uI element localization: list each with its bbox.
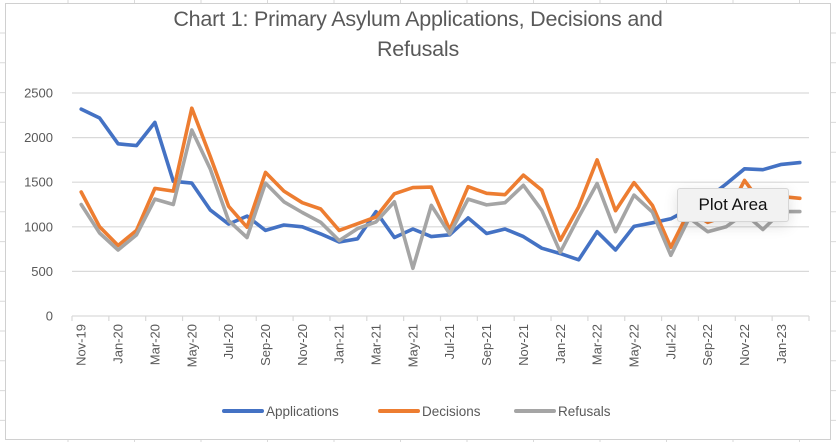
- legend-item-refusals[interactable]: Refusals: [514, 401, 611, 421]
- x-tick-label: Jan-22: [553, 324, 568, 364]
- x-axis: Nov-19 Jan-20 Mar-20 May-20 Jul-20 Sep-20 Nov-…: [71, 315, 810, 367]
- plot-area-tooltip: Plot Area: [677, 188, 789, 222]
- y-tick-label: 1500: [24, 175, 53, 190]
- legend-swatch-applications: [222, 409, 264, 413]
- x-tick-label: Mar-21: [369, 324, 384, 365]
- x-tick-label: May-20: [184, 324, 199, 367]
- y-axis: 0 500 1000 1500 2000 2500: [24, 86, 53, 324]
- x-tick-label: Sep-20: [258, 324, 273, 366]
- x-tick-label: Jul-20: [221, 324, 236, 359]
- y-tick-label: 1000: [24, 219, 53, 234]
- y-tick-label: 2000: [24, 130, 53, 145]
- legend-label-refusals: Refusals: [558, 403, 611, 419]
- legend-swatch-decisions: [378, 409, 420, 413]
- y-tick-label: 0: [46, 309, 53, 324]
- x-tick-label: Jan-23: [774, 324, 789, 364]
- x-tick-label: Jan-20: [111, 324, 126, 364]
- y-tick-label: 2500: [24, 86, 53, 101]
- x-tick-label: Nov-21: [516, 324, 531, 366]
- x-tick-label: Jul-21: [442, 324, 457, 359]
- legend-item-decisions[interactable]: Decisions: [378, 401, 481, 421]
- y-tick-label: 500: [31, 264, 53, 279]
- series-line-decisions[interactable]: [79, 106, 802, 250]
- x-tick-label: Nov-20: [295, 324, 310, 366]
- series-line-refusals[interactable]: [79, 128, 802, 271]
- x-tick-label: Sep-22: [700, 324, 715, 366]
- legend-label-decisions: Decisions: [422, 403, 481, 419]
- chart-title[interactable]: Chart 1: Primary Asylum Applications, De…: [0, 4, 836, 64]
- legend-item-applications[interactable]: Applications: [222, 401, 339, 421]
- legend-swatch-refusals: [514, 409, 556, 413]
- x-tick-label: May-21: [405, 324, 420, 367]
- x-tick-label: Nov-22: [737, 324, 752, 366]
- legend-label-applications: Applications: [266, 403, 339, 419]
- plot-area[interactable]: 0 500 1000 1500 2000 2500 Nov-19 Jan-20 Mar-20 M…: [0, 0, 836, 400]
- x-tick-label: Nov-19: [74, 324, 89, 366]
- x-tick-label: Sep-21: [479, 324, 494, 366]
- legend[interactable]: Applications Decisions Refusals: [0, 401, 836, 421]
- x-tick-label: May-22: [626, 324, 641, 367]
- chart-title-line-1: Chart 1: Primary Asylum Applications, De…: [173, 7, 663, 31]
- x-tick-label: Mar-22: [590, 324, 605, 365]
- x-tick-label: Jan-21: [332, 324, 347, 364]
- chart-title-line-2: Refusals: [376, 37, 460, 61]
- series-line-applications[interactable]: [79, 107, 802, 262]
- x-tick-label: Jul-22: [663, 324, 678, 359]
- x-tick-label: Mar-20: [147, 324, 162, 365]
